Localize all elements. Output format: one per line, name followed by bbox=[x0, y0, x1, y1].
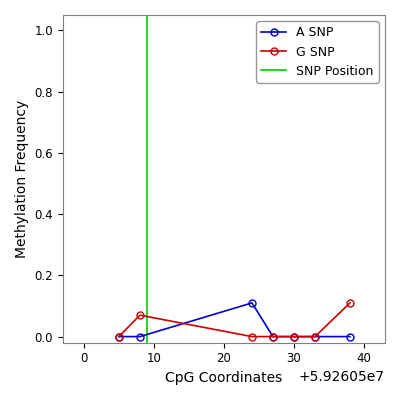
Y-axis label: Methylation Frequency: Methylation Frequency bbox=[15, 100, 29, 258]
Legend: A SNP, G SNP, SNP Position: A SNP, G SNP, SNP Position bbox=[256, 21, 379, 83]
X-axis label: CpG Coordinates: CpG Coordinates bbox=[165, 371, 282, 385]
